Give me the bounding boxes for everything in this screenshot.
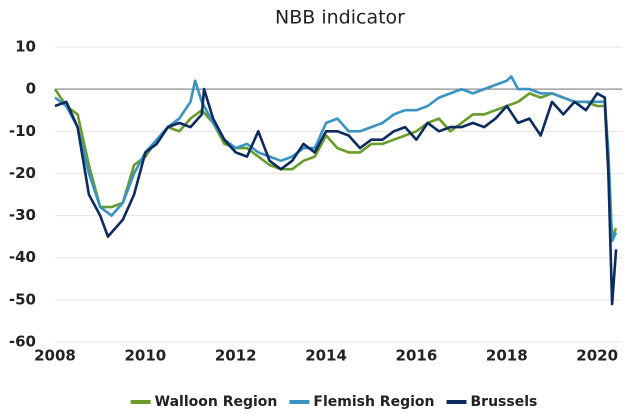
y-tick-label: -20 bbox=[9, 164, 36, 182]
series-line bbox=[54, 75, 618, 243]
legend-label: Walloon Region bbox=[155, 394, 278, 410]
y-tick-label: -40 bbox=[9, 248, 36, 266]
x-tick-label: 2016 bbox=[396, 347, 438, 365]
x-tick-label: 2012 bbox=[215, 347, 257, 365]
series-line bbox=[54, 87, 618, 306]
x-tick-label: 2010 bbox=[124, 347, 166, 365]
y-tick-label: -10 bbox=[9, 122, 36, 140]
y-tick-label: -50 bbox=[9, 290, 36, 308]
legend-label: Brussels bbox=[471, 394, 538, 410]
y-tick-label: 0 bbox=[26, 80, 36, 98]
x-tick-label: 2008 bbox=[34, 347, 76, 365]
y-tick-label: -60 bbox=[9, 333, 36, 351]
y-tick-label: -30 bbox=[9, 206, 36, 224]
x-tick-label: 2014 bbox=[305, 347, 347, 365]
x-tick-label: 2020 bbox=[576, 347, 618, 365]
legend-label: Flemish Region bbox=[313, 394, 434, 410]
x-tick-label: 2018 bbox=[486, 347, 528, 365]
y-tick-label: 10 bbox=[15, 38, 36, 56]
chart-subtitle: NBB indicator bbox=[275, 7, 405, 29]
